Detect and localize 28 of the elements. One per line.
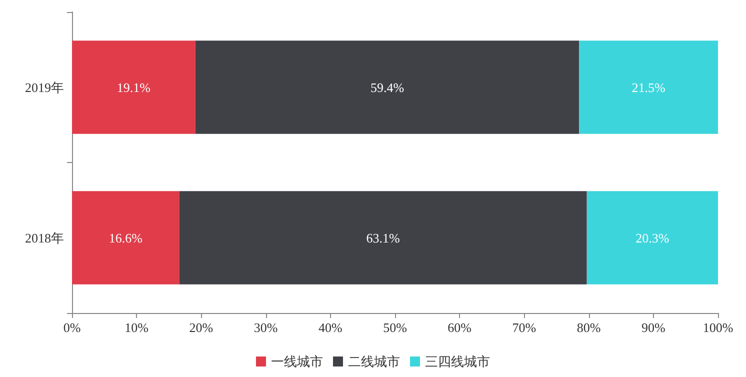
x-tick-label: 30% (254, 320, 278, 335)
bar (72, 191, 180, 284)
legend-label: 二线城市 (348, 354, 400, 369)
y-tick-label: 2019年 (25, 80, 64, 95)
x-tick-label: 20% (189, 320, 214, 335)
x-tick-label: 40% (318, 320, 342, 335)
y-tick-label: 2018年 (25, 230, 64, 246)
bar (579, 40, 718, 134)
x-tick-label: 70% (512, 320, 536, 335)
bar (195, 40, 580, 134)
bar (72, 40, 196, 134)
data-label: 16.6% (108, 230, 143, 246)
x-tick-label: 100% (702, 320, 734, 335)
data-label: 63.1% (366, 230, 400, 246)
x-tick-label: 60% (448, 320, 472, 335)
legend-label: 三四线城市 (425, 354, 490, 369)
bar (179, 191, 587, 284)
x-tick-label: 0% (63, 320, 81, 335)
x-tick-label: 10% (124, 320, 149, 335)
bar (586, 191, 718, 284)
legend-label: 一线城市 (271, 354, 323, 369)
x-tick-label: 50% (383, 320, 408, 335)
data-label: 20.3% (636, 230, 670, 246)
data-label: 59.4% (370, 80, 404, 95)
x-tick-label: 90% (641, 320, 666, 335)
x-tick-label: 80% (576, 320, 601, 335)
data-label: 19.1% (116, 80, 151, 95)
data-label: 21.5% (632, 80, 666, 95)
